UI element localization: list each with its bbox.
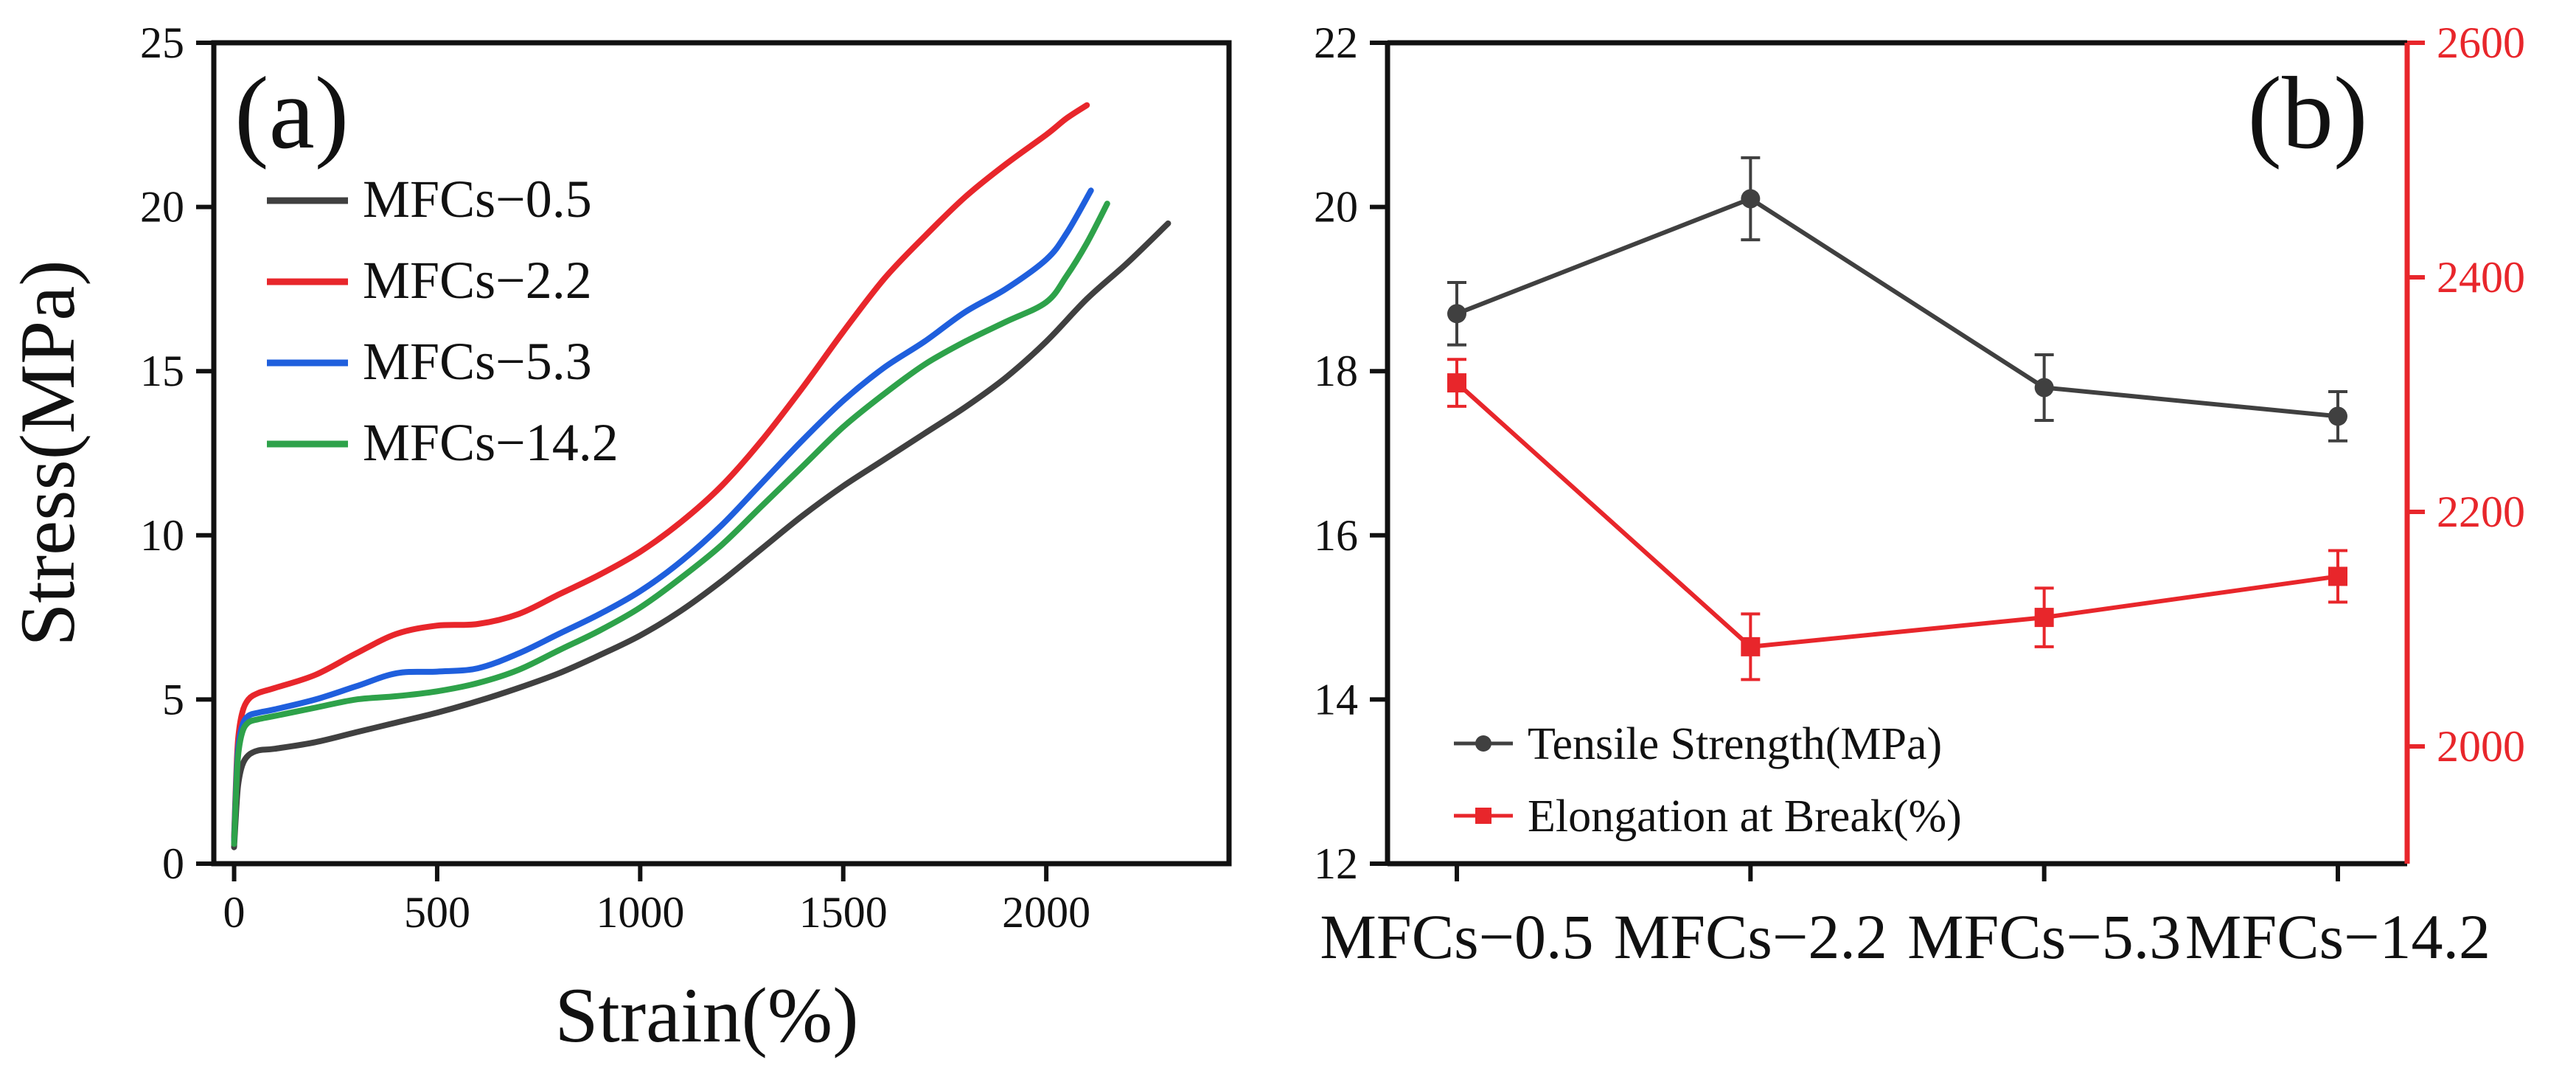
- panel-b-properties-chart: 12 14 16 18 20 22 2000 2200 2400 2600 MFCs−0.5 MFCs…: [1314, 18, 2525, 972]
- x-tick-label: MFCs−2.2: [1614, 901, 1887, 972]
- right-y-tick-label: 2400: [2437, 253, 2525, 302]
- panel-label: (a): [234, 56, 349, 170]
- legend-label: MFCs−14.2: [363, 413, 619, 472]
- x-tick-label: MFCs−14.2: [2185, 901, 2490, 972]
- legend-label: MFCs−0.5: [363, 170, 592, 229]
- left-y-tick-label: 22: [1314, 18, 1358, 67]
- series-line: [231, 220, 1172, 850]
- data-point: [2034, 378, 2054, 398]
- legend-label: Elongation at Break(%): [1528, 791, 1962, 842]
- x-tick-label: 500: [404, 888, 470, 937]
- series-line: [1455, 381, 2339, 649]
- data-point: [2328, 566, 2347, 586]
- y-tick-label: 10: [140, 511, 184, 560]
- data-point: [1741, 637, 1761, 656]
- right-y-tick-label: 2200: [2437, 488, 2525, 536]
- y-tick-label: 15: [140, 347, 184, 395]
- left-y-tick-label: 16: [1314, 511, 1358, 560]
- y-tick-label: 20: [140, 183, 184, 232]
- series-line: [1455, 196, 2339, 419]
- x-tick-label: 2000: [1002, 888, 1090, 937]
- legend-label: Tensile Strength(MPa): [1528, 719, 1942, 769]
- panel-label: (b): [2247, 56, 2367, 170]
- left-y-tick-label: 20: [1314, 183, 1358, 232]
- data-point: [1447, 304, 1466, 324]
- series-line: [231, 102, 1090, 841]
- data-point: [1741, 189, 1761, 209]
- left-y-tick-label: 14: [1314, 675, 1358, 724]
- legend-label: MFCs−5.3: [363, 332, 592, 391]
- left-y-tick-label: 18: [1314, 347, 1358, 395]
- data-point: [2328, 406, 2347, 426]
- right-y-tick-label: 2600: [2437, 18, 2525, 67]
- panel-a-stress-strain-chart: 0 500 1000 1500 2000 0 5 10 15 20 25 Strain(%) Stres…: [4, 18, 1232, 1058]
- plot-frame: [211, 40, 1232, 867]
- data-point: [2034, 608, 2054, 628]
- y-axis-title: Stress(MPa): [4, 260, 91, 646]
- x-tick-label: 1500: [799, 888, 888, 937]
- legend-marker: [1475, 735, 1491, 752]
- x-axis-title: Strain(%): [554, 972, 858, 1058]
- data-point: [1447, 373, 1466, 393]
- y-tick-label: 0: [162, 839, 184, 888]
- y-tick-label: 5: [162, 675, 184, 724]
- x-tick-label: MFCs−0.5: [1320, 901, 1593, 972]
- x-tick-label: 1000: [596, 888, 684, 937]
- series-line: [231, 201, 1110, 847]
- series-line: [231, 187, 1094, 844]
- left-y-tick-label: 12: [1314, 839, 1358, 888]
- y-tick-label: 25: [140, 18, 184, 67]
- right-y-tick-label: 2000: [2437, 722, 2525, 771]
- x-tick-label: 0: [223, 888, 246, 937]
- legend-marker: [1475, 808, 1491, 824]
- legend-label: MFCs−2.2: [363, 251, 592, 310]
- x-tick-label: MFCs−5.3: [1907, 901, 2181, 972]
